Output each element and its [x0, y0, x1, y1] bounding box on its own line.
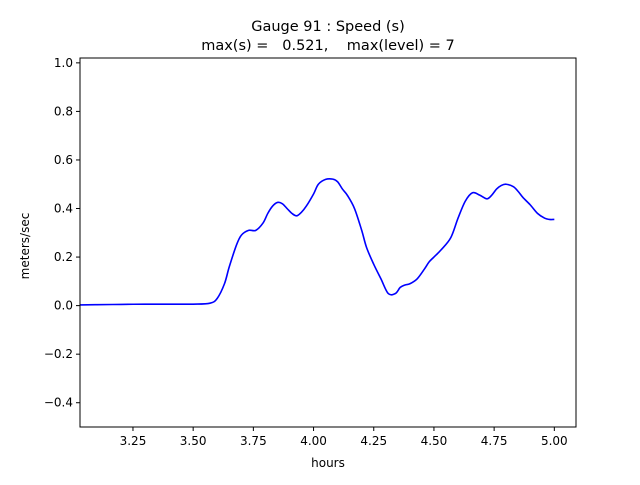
x-tick-label: 4.25 [360, 434, 387, 448]
y-tick-label: 0.8 [54, 104, 73, 118]
x-tick-label: 5.00 [541, 434, 568, 448]
x-tick-label: 4.75 [481, 434, 508, 448]
x-tick-label: 4.50 [421, 434, 448, 448]
y-tick-label: 1.0 [54, 56, 73, 70]
series-line [79, 177, 555, 306]
y-tick-label: 0.0 [54, 299, 73, 313]
y-tick-label: 0.6 [54, 153, 73, 167]
chart-title: Gauge 91 : Speed (s) [251, 19, 405, 35]
x-axis-label: hours [311, 456, 345, 470]
y-tick-label: −0.2 [44, 347, 73, 361]
x-tick-label: 3.50 [180, 434, 207, 448]
x-tick-label: 4.00 [300, 434, 327, 448]
x-tick-label: 3.25 [120, 434, 147, 448]
axis-ticks: 3.25 3.50 3.75 4.00 4.25 4.50 4.75 5.00 −0.4 −0.2… [44, 56, 568, 448]
y-tick-label: −0.4 [44, 396, 73, 410]
series-layer [79, 177, 555, 306]
y-tick-label: 0.2 [54, 250, 73, 264]
plot-frame [79, 57, 577, 428]
x-tick-label: 3.75 [240, 434, 267, 448]
chart-subtitle: max(s) = 0.521, max(level) = 7 [201, 38, 455, 54]
y-tick-label: 0.4 [54, 202, 73, 216]
y-axis-label: meters/sec [18, 213, 32, 280]
